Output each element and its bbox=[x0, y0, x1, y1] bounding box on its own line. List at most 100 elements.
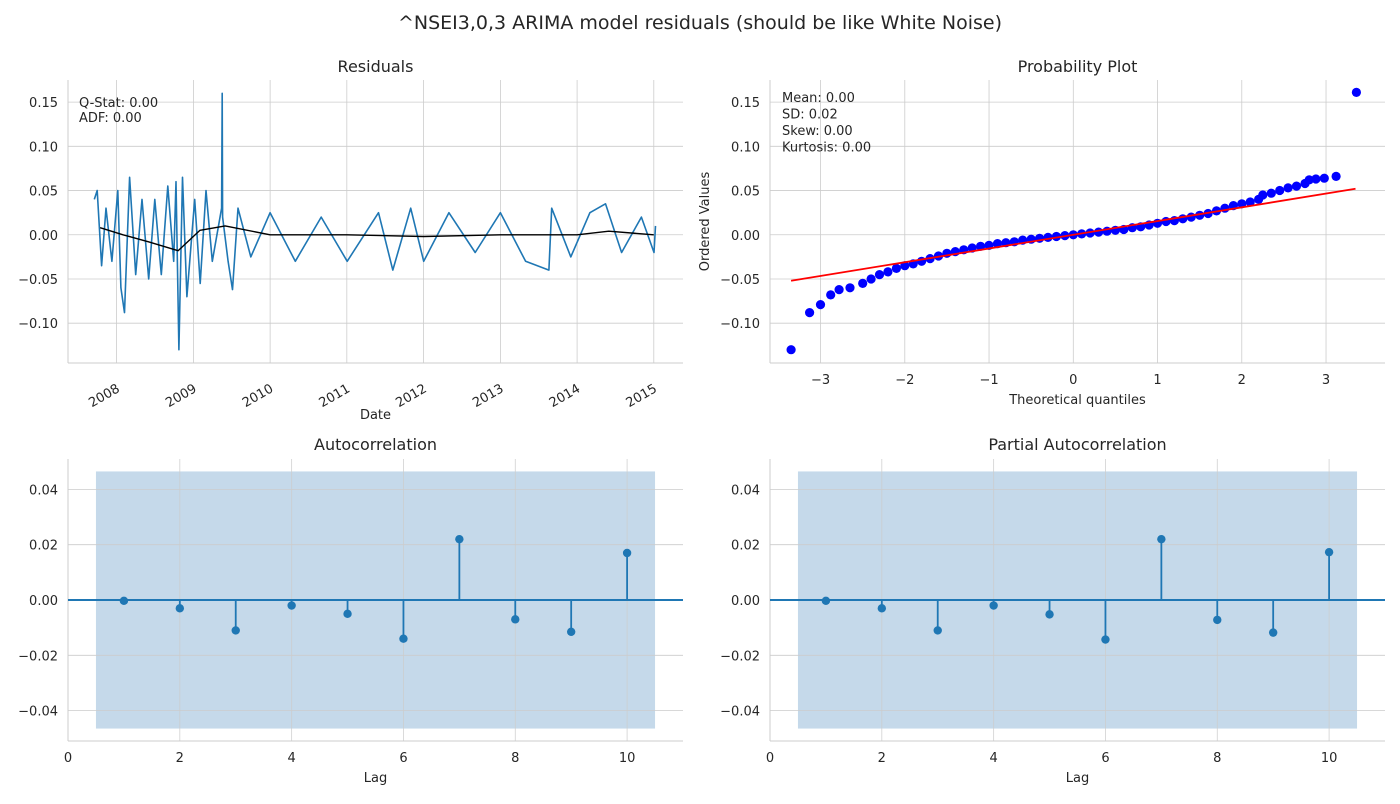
y-tick-label: −0.02 bbox=[720, 649, 760, 664]
x-axis-label: Lag bbox=[1066, 771, 1089, 786]
stats-annotation: Mean: 0.00 bbox=[782, 91, 855, 106]
quantile-point bbox=[1186, 212, 1196, 222]
y-tick-label: −0.04 bbox=[720, 705, 760, 720]
quantile-point bbox=[1351, 87, 1361, 97]
acf-chart: −0.04 −0.02 0.00 0.02 0.04 0 2 4 6 8 10 Autocorrela… bbox=[18, 435, 683, 786]
y-tick-label: 0.15 bbox=[29, 96, 58, 111]
y-tick-label: 0.04 bbox=[29, 483, 58, 498]
y-tick-label: 0.10 bbox=[731, 140, 760, 155]
x-tick-label: 2009 bbox=[163, 381, 199, 411]
quantile-point bbox=[815, 300, 826, 310]
quantile-point bbox=[834, 285, 844, 295]
x-tick-label: 10 bbox=[619, 751, 636, 766]
stem-marker bbox=[1101, 635, 1110, 644]
stats-annotation: Skew: 0.00 bbox=[782, 124, 853, 139]
stem-marker bbox=[231, 626, 240, 635]
x-tick-label: 2 bbox=[176, 751, 184, 766]
x-tick-label: 4 bbox=[287, 751, 295, 766]
stem-marker bbox=[877, 604, 887, 613]
quantile-point bbox=[805, 308, 815, 318]
quantile-point bbox=[1043, 232, 1053, 242]
quantile-point bbox=[1275, 185, 1285, 196]
y-tick-label: 0.10 bbox=[29, 140, 58, 155]
x-tick-label: 2012 bbox=[393, 381, 429, 411]
stem-marker bbox=[566, 627, 576, 636]
quantile-point bbox=[866, 274, 876, 284]
residuals-chart: −0.10 −0.05 0.00 0.05 0.10 0.15 2008 2009 2010 20… bbox=[18, 57, 683, 423]
stem-marker bbox=[1268, 628, 1278, 637]
stem-marker bbox=[175, 604, 185, 613]
chart-title: Probability Plot bbox=[1018, 57, 1138, 76]
residuals-line bbox=[93, 92, 657, 351]
stats-annotation: SD: 0.02 bbox=[782, 108, 838, 123]
x-tick-label: 0 bbox=[766, 751, 774, 766]
x-tick-label: 2014 bbox=[547, 381, 583, 411]
stem-marker bbox=[399, 634, 408, 643]
stats-annotation: Q-Stat: 0.00 bbox=[79, 96, 158, 111]
chart-title: Residuals bbox=[338, 57, 414, 76]
y-tick-label: −0.02 bbox=[18, 649, 58, 664]
quantile-point bbox=[1085, 228, 1095, 238]
stats-annotation: ADF: 0.00 bbox=[79, 111, 142, 126]
stem-marker bbox=[287, 601, 296, 610]
x-tick-label: 0 bbox=[64, 751, 72, 766]
quantile-point bbox=[883, 267, 893, 277]
x-tick-label: 6 bbox=[399, 751, 407, 766]
quantile-point bbox=[1291, 181, 1302, 191]
y-tick-label: 0.02 bbox=[29, 539, 58, 554]
x-tick-label: 10 bbox=[1321, 751, 1338, 766]
y-tick-label: 0.02 bbox=[731, 539, 760, 554]
quantile-point bbox=[858, 278, 868, 288]
y-tick-label: 0.05 bbox=[731, 185, 760, 200]
y-tick-label: −0.10 bbox=[18, 317, 58, 332]
stem-marker bbox=[343, 609, 352, 619]
quantile-point bbox=[874, 270, 885, 280]
x-tick-label: 2010 bbox=[240, 381, 276, 411]
stats-annotation: Kurtosis: 0.00 bbox=[782, 141, 871, 156]
quantile-point bbox=[1258, 190, 1268, 200]
quantile-point bbox=[786, 345, 796, 355]
y-tick-label: −0.05 bbox=[18, 273, 58, 288]
y-tick-label: 0.04 bbox=[731, 483, 760, 498]
x-axis-label: Date bbox=[360, 408, 391, 423]
stem-marker bbox=[821, 596, 831, 606]
y-tick-label: −0.04 bbox=[18, 705, 58, 720]
y-axis-label: Ordered Values bbox=[698, 172, 713, 272]
stem-marker bbox=[1324, 547, 1334, 557]
x-tick-label: 0 bbox=[1069, 373, 1077, 388]
x-tick-label: 6 bbox=[1101, 751, 1109, 766]
x-tick-label: 8 bbox=[1213, 751, 1221, 766]
stem-marker bbox=[1045, 610, 1054, 619]
x-tick-label: −2 bbox=[895, 373, 914, 388]
quantile-point bbox=[1245, 197, 1255, 207]
y-tick-label: 0.00 bbox=[731, 594, 760, 609]
y-tick-label: −0.05 bbox=[720, 273, 760, 288]
quantile-point bbox=[826, 290, 836, 300]
quantile-point bbox=[1319, 173, 1329, 183]
stem-marker bbox=[989, 601, 998, 610]
stem-marker bbox=[119, 596, 129, 606]
y-tick-label: 0.00 bbox=[731, 229, 760, 244]
x-tick-label: 2008 bbox=[86, 381, 122, 411]
x-tick-label: 2 bbox=[1238, 373, 1246, 388]
pacf-chart: −0.04 −0.02 0.00 0.02 0.04 0 2 4 6 8 10 Partial Aut… bbox=[720, 435, 1385, 786]
x-tick-label: 1 bbox=[1153, 373, 1161, 388]
x-axis-label: Lag bbox=[364, 771, 387, 786]
quantile-point bbox=[1311, 174, 1321, 184]
y-tick-label: 0.05 bbox=[29, 185, 58, 200]
x-tick-label: 2013 bbox=[470, 381, 506, 411]
quantile-point bbox=[1266, 188, 1276, 198]
quantile-point bbox=[891, 263, 902, 273]
x-tick-label: 3 bbox=[1322, 373, 1330, 388]
y-tick-label: 0.00 bbox=[29, 229, 58, 244]
x-tick-label: 2011 bbox=[317, 381, 353, 411]
figure-title: ^NSEI3,0,3 ARIMA model residuals (should… bbox=[397, 12, 1003, 34]
stem-marker bbox=[933, 626, 942, 635]
quantile-point bbox=[1283, 183, 1293, 193]
quantile-point bbox=[1094, 227, 1104, 237]
x-tick-label: 2015 bbox=[624, 381, 660, 411]
stem-marker bbox=[1213, 615, 1222, 625]
x-tick-label: 4 bbox=[989, 751, 997, 766]
fit-line bbox=[790, 187, 1356, 282]
